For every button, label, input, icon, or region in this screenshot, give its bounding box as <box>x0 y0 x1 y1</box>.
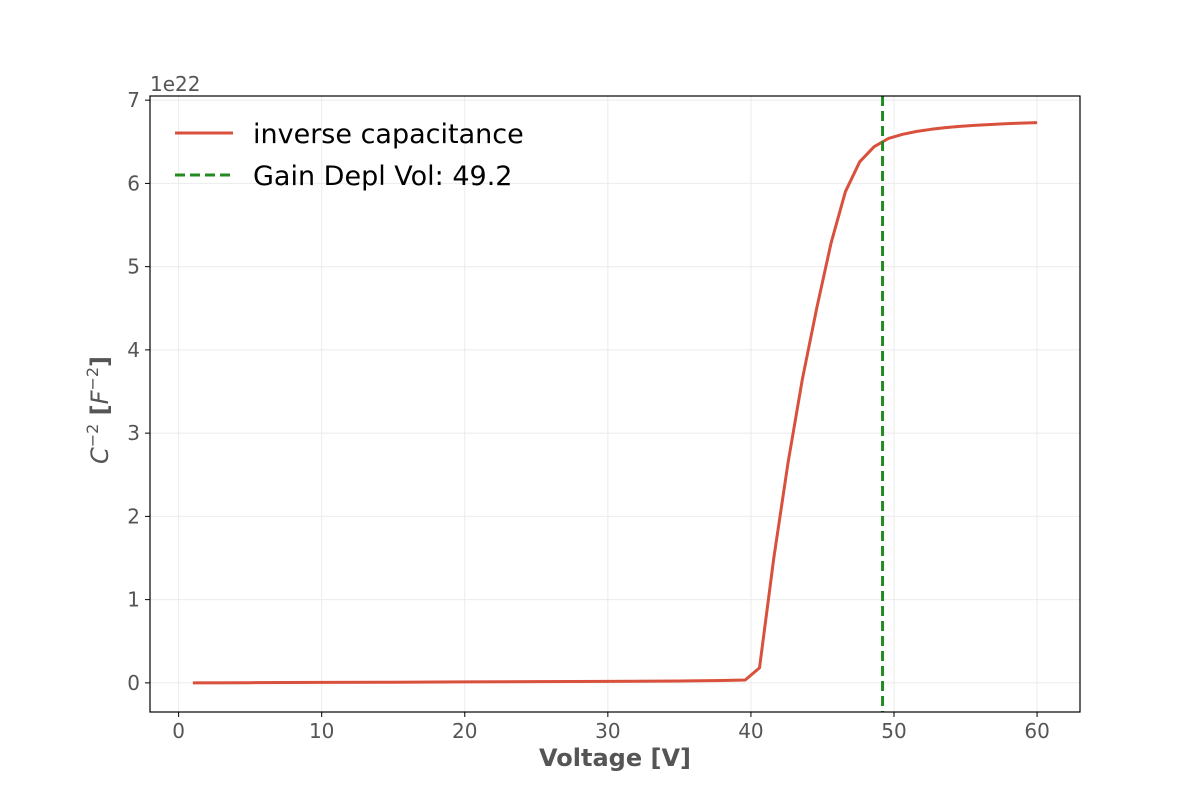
x-axis-label: Voltage [V] <box>539 744 691 772</box>
x-tick-label: 50 <box>881 719 906 743</box>
y-axis-label-unit-exp: −2 <box>83 367 102 391</box>
y-offset-text: 1e22 <box>150 72 200 96</box>
y-tick-label: 4 <box>127 338 140 362</box>
y-tick-label: 0 <box>127 671 140 695</box>
x-tick-label: 0 <box>172 719 185 743</box>
y-tick-label: 5 <box>127 255 140 279</box>
x-tick-label: 60 <box>1024 719 1049 743</box>
y-tick-label: 3 <box>127 421 140 445</box>
y-axis-label-unit-open: [ <box>86 404 114 423</box>
ticks: 0 10 20 30 40 50 60 0 1 2 3 4 5 6 7 <box>127 88 1050 743</box>
y-tick-label: 1 <box>127 588 140 612</box>
legend: inverse capacitance Gain Depl Vol: 49.2 <box>175 119 524 192</box>
x-tick-label: 30 <box>595 719 620 743</box>
plot-frame <box>149 95 1081 713</box>
x-tick-label: 40 <box>738 719 763 743</box>
plot-area <box>192 96 1038 712</box>
y-tick-label: 6 <box>127 171 140 195</box>
y-tick-label: 2 <box>127 504 140 528</box>
y-axis-label-base: C <box>86 447 114 464</box>
series-line-inverse-capacitance <box>192 121 1038 685</box>
legend-label-gain-depl-vol: Gain Depl Vol: 49.2 <box>253 161 512 192</box>
y-axis-label-unit: F <box>86 389 114 404</box>
y-axis-label-exp: −2 <box>83 424 102 448</box>
y-axis-label: C−2 [F−2] <box>83 356 114 464</box>
x-tick-label: 20 <box>452 719 477 743</box>
x-tick-label: 10 <box>309 719 334 743</box>
y-axis-label-unit-close: ] <box>86 356 114 367</box>
legend-label-inverse-capacitance: inverse capacitance <box>253 119 524 150</box>
y-tick-label: 7 <box>127 88 140 112</box>
